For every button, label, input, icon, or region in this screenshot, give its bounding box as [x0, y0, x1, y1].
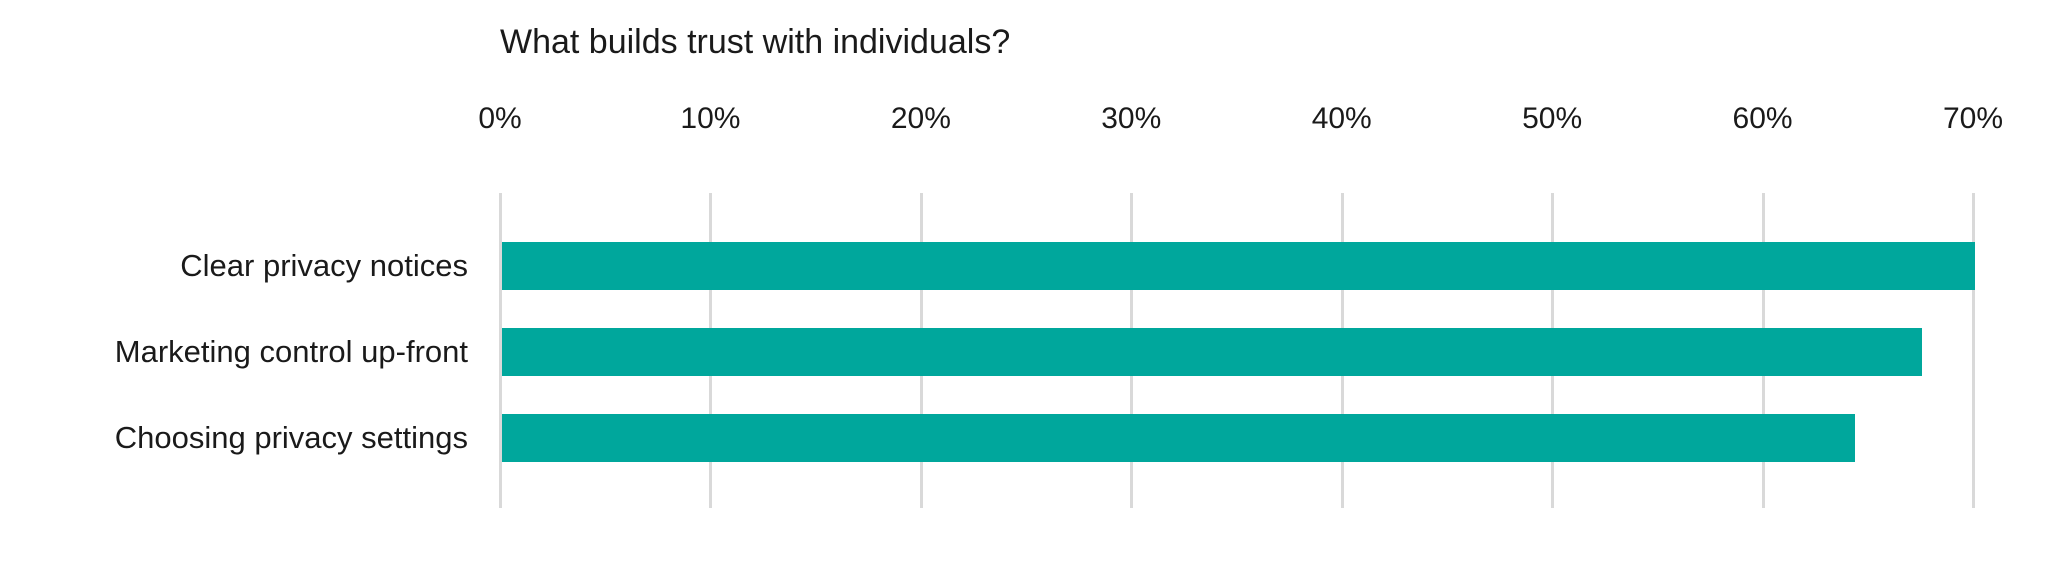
x-tick-label: 10%	[680, 102, 741, 135]
x-tick-label: 70%	[1942, 102, 2004, 135]
category-label: Marketing control up-front	[114, 334, 468, 369]
gridline	[499, 193, 502, 508]
plot-area	[499, 193, 2056, 508]
chart-title: What builds trust with individuals?	[500, 23, 1011, 61]
gridline	[1972, 193, 1975, 508]
bar-clear-privacy-notices	[502, 242, 1975, 290]
x-tick-label: 60%	[1732, 102, 1793, 135]
category-label: Clear privacy notices	[180, 248, 468, 283]
x-axis: 0% 10% 20% 30% 40% 50% 60% 70%	[0, 100, 2056, 140]
x-tick-label: 0%	[478, 102, 522, 135]
category-label: Choosing privacy settings	[114, 420, 468, 455]
y-axis-category-labels: Clear privacy notices Marketing control u…	[0, 193, 470, 508]
bar-choosing-privacy-settings	[502, 414, 1856, 462]
x-tick-label: 30%	[1101, 102, 1162, 135]
bar-marketing-control-up-front	[502, 328, 1923, 376]
x-tick-label: 50%	[1522, 102, 1583, 135]
x-tick-label: 40%	[1311, 102, 1372, 135]
x-tick-label: 20%	[890, 102, 951, 135]
